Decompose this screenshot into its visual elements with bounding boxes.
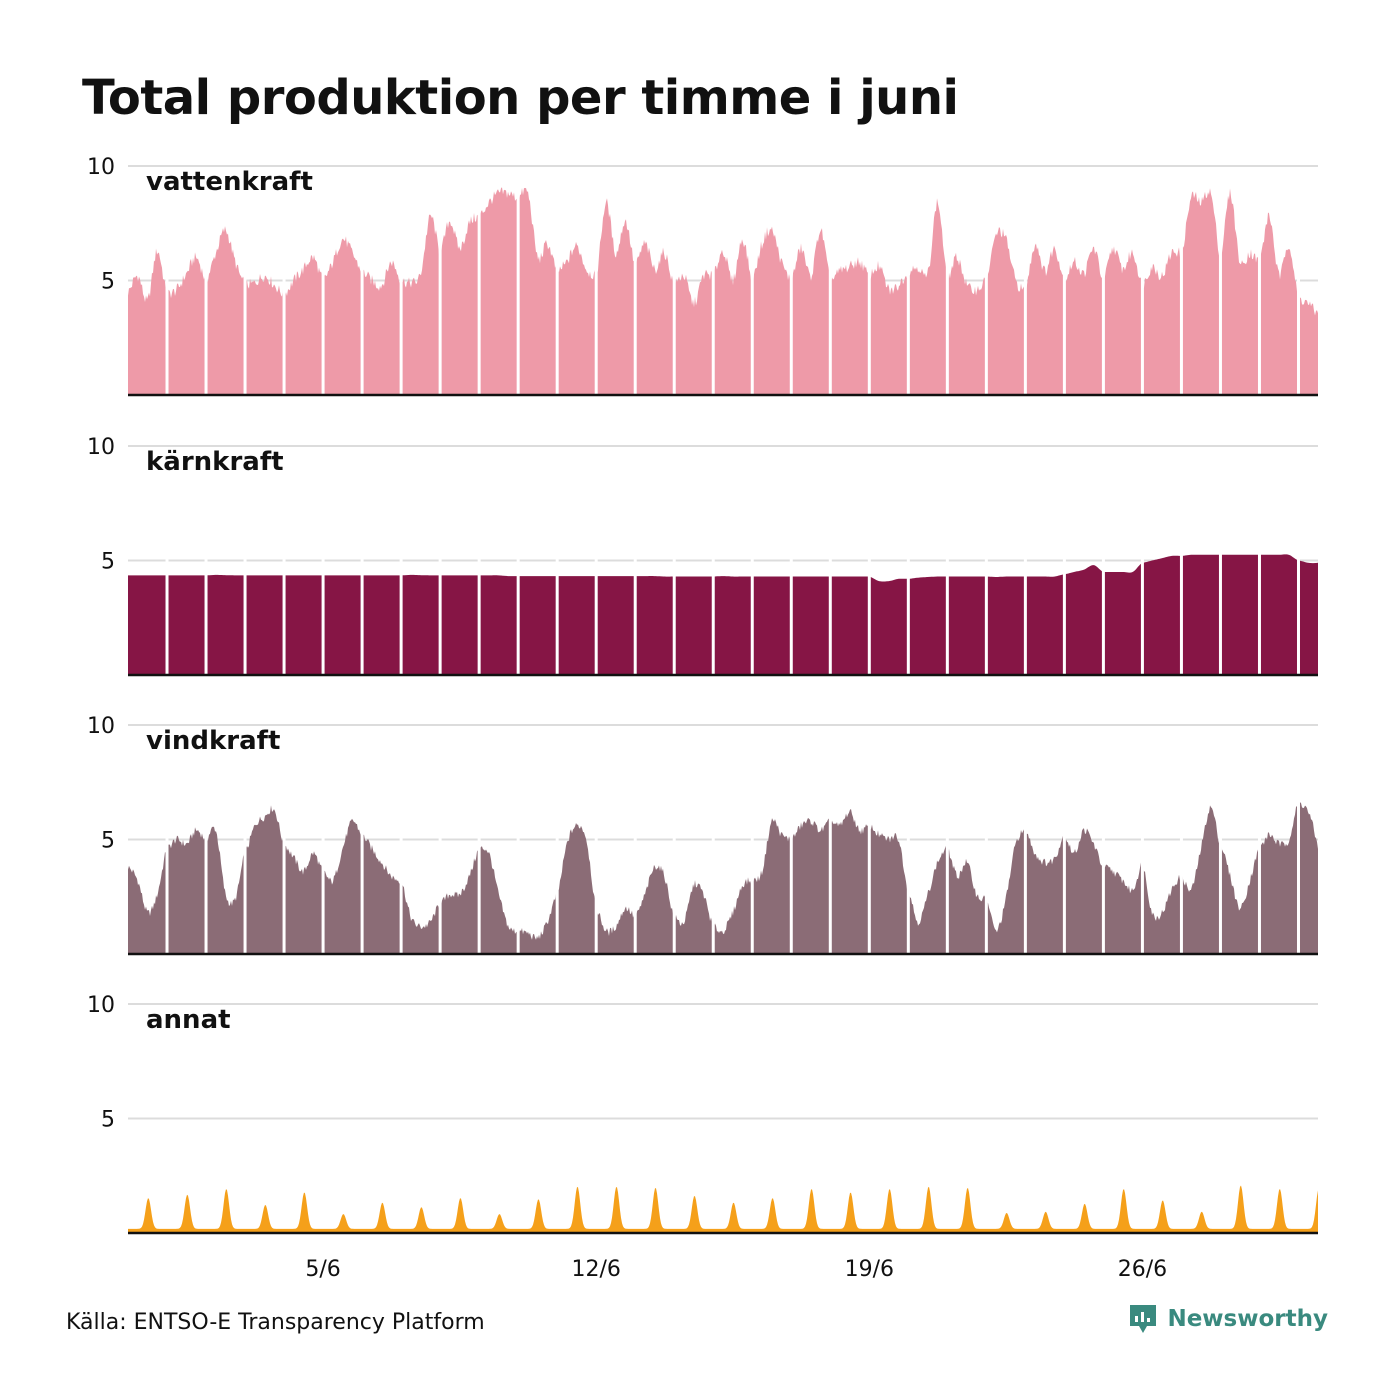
panel-vattenkraft: 5 10 vattenkraft [87,155,1318,397]
y-tick-label: 10 [87,714,115,739]
series-area-kärnkraft [128,554,1318,675]
y-tick-label: 5 [101,550,115,575]
x-tick-label: 26/6 [1118,1257,1167,1282]
x-tick-label: 19/6 [845,1257,894,1282]
series-area-annat [128,1185,1318,1233]
source-note: Källa: ENTSO-E Transparency Platform [66,1310,485,1335]
y-tick-label: 10 [87,435,115,460]
brand-logo[interactable]: Newsworthy [1127,1302,1328,1336]
chart-title: Total produktion per timme i juni [82,70,959,126]
series-area-vattenkraft [128,187,1318,395]
panel-label-vattenkraft: vattenkraft [146,167,313,197]
brand-name: Newsworthy [1167,1306,1328,1332]
newsworthy-logo-icon [1130,1305,1157,1333]
y-tick-label: 10 [87,993,115,1018]
y-tick-label: 10 [87,155,115,180]
y-tick-label: 5 [101,829,115,854]
x-tick-label: 12/6 [571,1257,620,1282]
panel-kärnkraft: 5 10 kärnkraft [87,435,1318,677]
x-tick-label: 5/6 [305,1257,340,1282]
y-tick-label: 5 [101,1108,115,1133]
panel-label-annat: annat [146,1005,231,1035]
panel-annat: 5 10 annat [87,993,1318,1235]
series-area-vindkraft [128,802,1318,954]
y-tick-label: 5 [101,270,115,295]
panel-label-vindkraft: vindkraft [146,726,280,756]
panel-label-kärnkraft: kärnkraft [146,447,284,477]
panel-vindkraft: 5 10 vindkraft [87,714,1318,956]
